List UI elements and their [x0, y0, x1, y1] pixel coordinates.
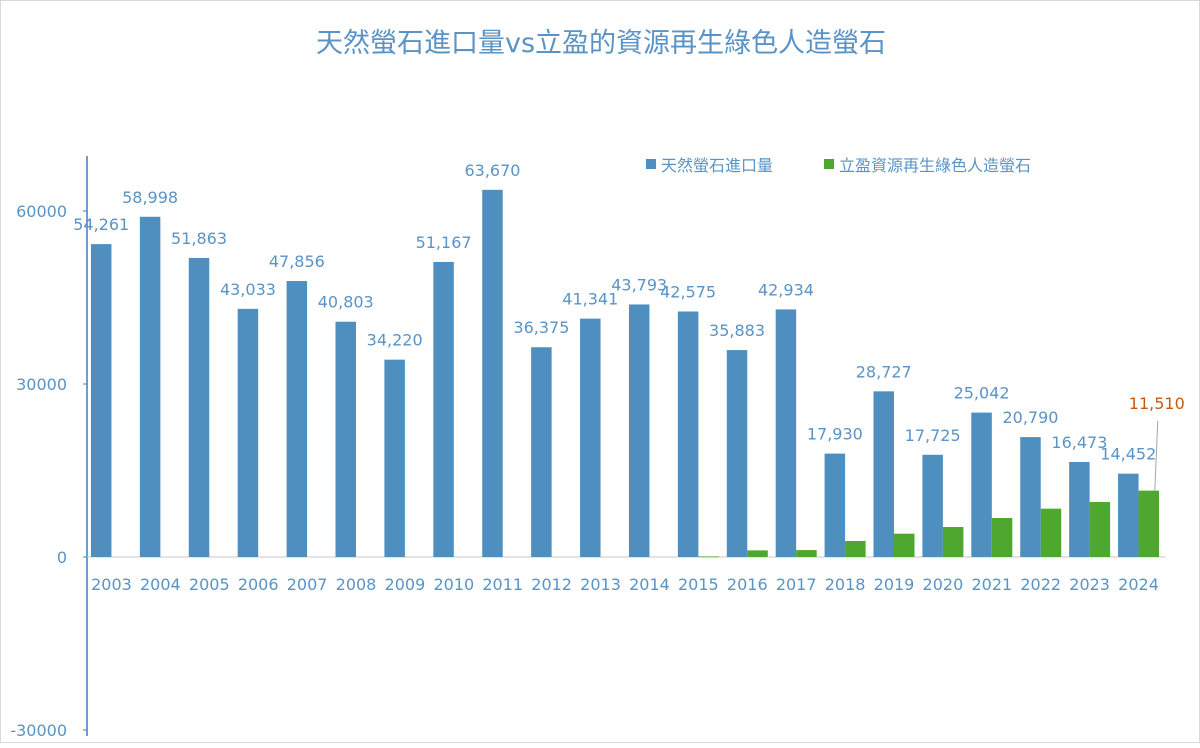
bar-natural-2023	[1069, 462, 1090, 557]
data-label-natural: 63,670	[464, 161, 520, 180]
legend: 天然螢石進口量 立盈資源再生綠色人造螢石	[646, 156, 1031, 175]
data-label-natural: 17,930	[807, 425, 863, 444]
data-label-natural: 17,725	[905, 426, 961, 445]
bar-natural-2015	[677, 311, 699, 557]
bar-synthetic-2024	[1138, 490, 1160, 557]
data-label-natural: 35,883	[709, 321, 765, 340]
data-label-natural: 43,033	[220, 280, 276, 299]
x-tick-label: 2004	[140, 575, 181, 594]
bar-natural-2014	[628, 304, 650, 557]
bar-natural-2007	[286, 281, 308, 557]
bar-synthetic-2021	[991, 518, 1013, 557]
data-label-natural: 54,261	[73, 215, 129, 234]
bar-synthetic-2016	[747, 550, 768, 557]
x-tick-label: 2023	[1069, 575, 1110, 594]
x-tick-label: 2009	[385, 575, 426, 594]
bar-synthetic-2022	[1040, 508, 1062, 557]
bar-natural-2019	[873, 391, 894, 557]
x-tick-label: 2017	[776, 575, 817, 594]
data-label-natural: 14,452	[1100, 445, 1156, 464]
bar-synthetic-2018	[845, 541, 866, 557]
bar-natural-2011	[482, 189, 503, 557]
data-label-natural: 25,042	[954, 384, 1010, 403]
data-label-natural: 20,790	[1002, 408, 1058, 427]
x-tick-label: 2007	[287, 575, 328, 594]
data-label-natural: 42,575	[660, 282, 716, 301]
y-tick-label: -30000	[10, 721, 67, 740]
data-label-natural: 58,998	[122, 188, 178, 207]
bar-natural-2013	[580, 318, 601, 557]
data-label-natural: 42,934	[758, 280, 814, 299]
y-tick-label: 0	[57, 548, 67, 567]
leader-line	[1154, 420, 1159, 491]
bar-natural-2018	[824, 453, 846, 557]
x-tick-label: 2006	[238, 575, 279, 594]
x-tick-label: 2014	[629, 575, 670, 594]
bar-synthetic-2015	[698, 556, 719, 558]
bar-synthetic-2020	[942, 527, 964, 557]
bar-natural-2005	[188, 257, 210, 557]
bar-natural-2020	[922, 454, 943, 557]
x-tick-label: 2022	[1020, 575, 1061, 594]
data-label-natural: 51,863	[171, 229, 227, 248]
x-tick-label: 2016	[727, 575, 768, 594]
x-tick-label: 2011	[482, 575, 523, 594]
x-tick-label: 2008	[336, 575, 377, 594]
legend-label-synthetic: 立盈資源再生綠色人造螢石	[839, 156, 1031, 175]
bar-natural-2003	[90, 244, 112, 557]
data-label-natural: 40,803	[318, 293, 374, 312]
bar-natural-2009	[384, 359, 405, 557]
chart-title: 天然螢石進口量vs立盈的資源再生綠色人造螢石	[316, 28, 886, 59]
bar-natural-2022	[1020, 437, 1041, 557]
x-tick-label: 2019	[874, 575, 915, 594]
bar-synthetic-2019	[894, 533, 915, 557]
bar-synthetic-2017	[796, 550, 817, 557]
data-label-natural: 36,375	[513, 318, 569, 337]
bar-natural-2024	[1118, 473, 1139, 557]
data-label-natural: 41,341	[562, 290, 618, 309]
bar-natural-2016	[726, 350, 748, 557]
data-label-natural: 47,856	[269, 252, 325, 271]
data-label-natural: 16,473	[1051, 433, 1107, 452]
bar-natural-2021	[971, 412, 992, 557]
data-label-natural: 28,727	[856, 362, 912, 381]
x-tick-label: 2015	[678, 575, 719, 594]
bar-natural-2012	[531, 347, 552, 557]
x-tick-label: 2018	[825, 575, 866, 594]
data-label-natural: 34,220	[367, 331, 423, 350]
x-tick-label: 2010	[433, 575, 474, 594]
bar-natural-2010	[433, 261, 454, 557]
data-label-synthetic: 11,510	[1129, 394, 1185, 413]
bar-synthetic-2023	[1089, 501, 1111, 557]
data-label-natural: 43,793	[611, 275, 667, 294]
bar-natural-2008	[335, 321, 356, 557]
bar-natural-2006	[237, 308, 259, 557]
x-tick-label: 2005	[189, 575, 230, 594]
x-tick-label: 2013	[580, 575, 621, 594]
legend-label-natural: 天然螢石進口量	[661, 156, 773, 175]
x-tick-label: 2020	[923, 575, 964, 594]
bar-natural-2004	[139, 216, 161, 557]
x-tick-label: 2003	[91, 575, 132, 594]
legend-swatch-natural	[646, 159, 656, 169]
data-label-natural: 51,167	[416, 233, 472, 252]
y-tick-label: 30000	[16, 375, 67, 394]
bar-natural-2017	[775, 309, 797, 557]
x-tick-label: 2012	[531, 575, 572, 594]
x-tick-label: 2021	[971, 575, 1012, 594]
y-tick-label: 60000	[16, 202, 67, 221]
legend-swatch-synthetic	[824, 159, 834, 169]
x-tick-label: 2024	[1118, 575, 1159, 594]
